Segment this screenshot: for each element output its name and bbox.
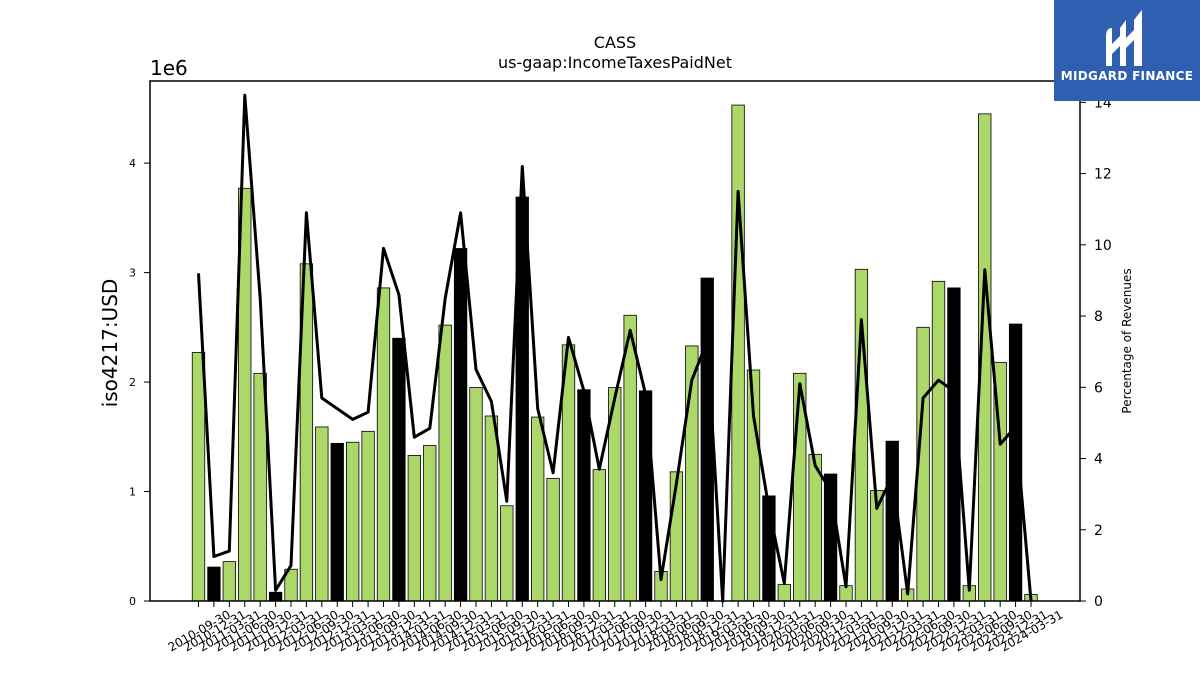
axes-layer: 01234024681012142010-09-302010-12-312011… <box>129 95 1112 654</box>
bar <box>222 561 236 602</box>
bar <box>268 591 283 602</box>
bar <box>577 389 591 602</box>
bar <box>330 442 344 602</box>
bar <box>392 337 406 602</box>
bar <box>315 426 329 602</box>
y2-tick-label: 0 <box>1094 594 1103 610</box>
bar <box>423 445 437 602</box>
bar <box>191 352 206 602</box>
bar <box>546 477 560 602</box>
revenue-percentage-line <box>197 93 1033 603</box>
bar <box>777 584 791 602</box>
bar <box>376 287 391 602</box>
bar <box>638 390 653 602</box>
bar <box>438 324 452 602</box>
bar <box>808 453 822 602</box>
y2-tick-label: 4 <box>1094 452 1103 468</box>
bar <box>885 440 899 602</box>
y2-tick-label: 12 <box>1094 167 1112 183</box>
bar <box>931 280 946 602</box>
chart-title: CASS <box>594 33 636 52</box>
bar <box>469 387 483 602</box>
bar <box>346 441 360 602</box>
y-tick-label: 4 <box>129 157 136 170</box>
y2-axis-label: Percentage of Revenues <box>1120 268 1134 413</box>
bar <box>484 415 499 602</box>
bar <box>500 505 514 602</box>
y2-tick-label: 2 <box>1094 523 1103 539</box>
y2-tick-label: 6 <box>1094 380 1103 396</box>
y-tick-label: 0 <box>129 595 136 608</box>
bar <box>623 314 637 602</box>
bar <box>407 454 421 602</box>
y2-tick-label: 10 <box>1094 238 1112 254</box>
y2-tick-label: 8 <box>1094 309 1103 325</box>
bar <box>207 566 221 602</box>
y-tick-label: 3 <box>129 267 136 280</box>
y-tick-label: 2 <box>129 376 136 389</box>
y-offset-label: 1e6 <box>150 56 188 80</box>
bar <box>453 248 468 602</box>
bar <box>361 430 375 602</box>
line-layer <box>197 93 1033 603</box>
logo-text: MIDGARD FINANCE <box>1060 69 1194 83</box>
bar <box>731 104 745 602</box>
plot-frame <box>149 80 1081 602</box>
bar <box>531 416 545 602</box>
bar <box>592 469 606 602</box>
y-axis-label: iso4217:USD <box>98 279 122 408</box>
y-tick-label: 1 <box>129 486 136 499</box>
chart-subtitle: us-gaap:IncomeTaxesPaidNet <box>498 53 732 72</box>
logo-mark-icon <box>1106 10 1142 66</box>
brand-logo: MIDGARD FINANCE <box>1054 0 1200 101</box>
bar <box>700 277 714 602</box>
